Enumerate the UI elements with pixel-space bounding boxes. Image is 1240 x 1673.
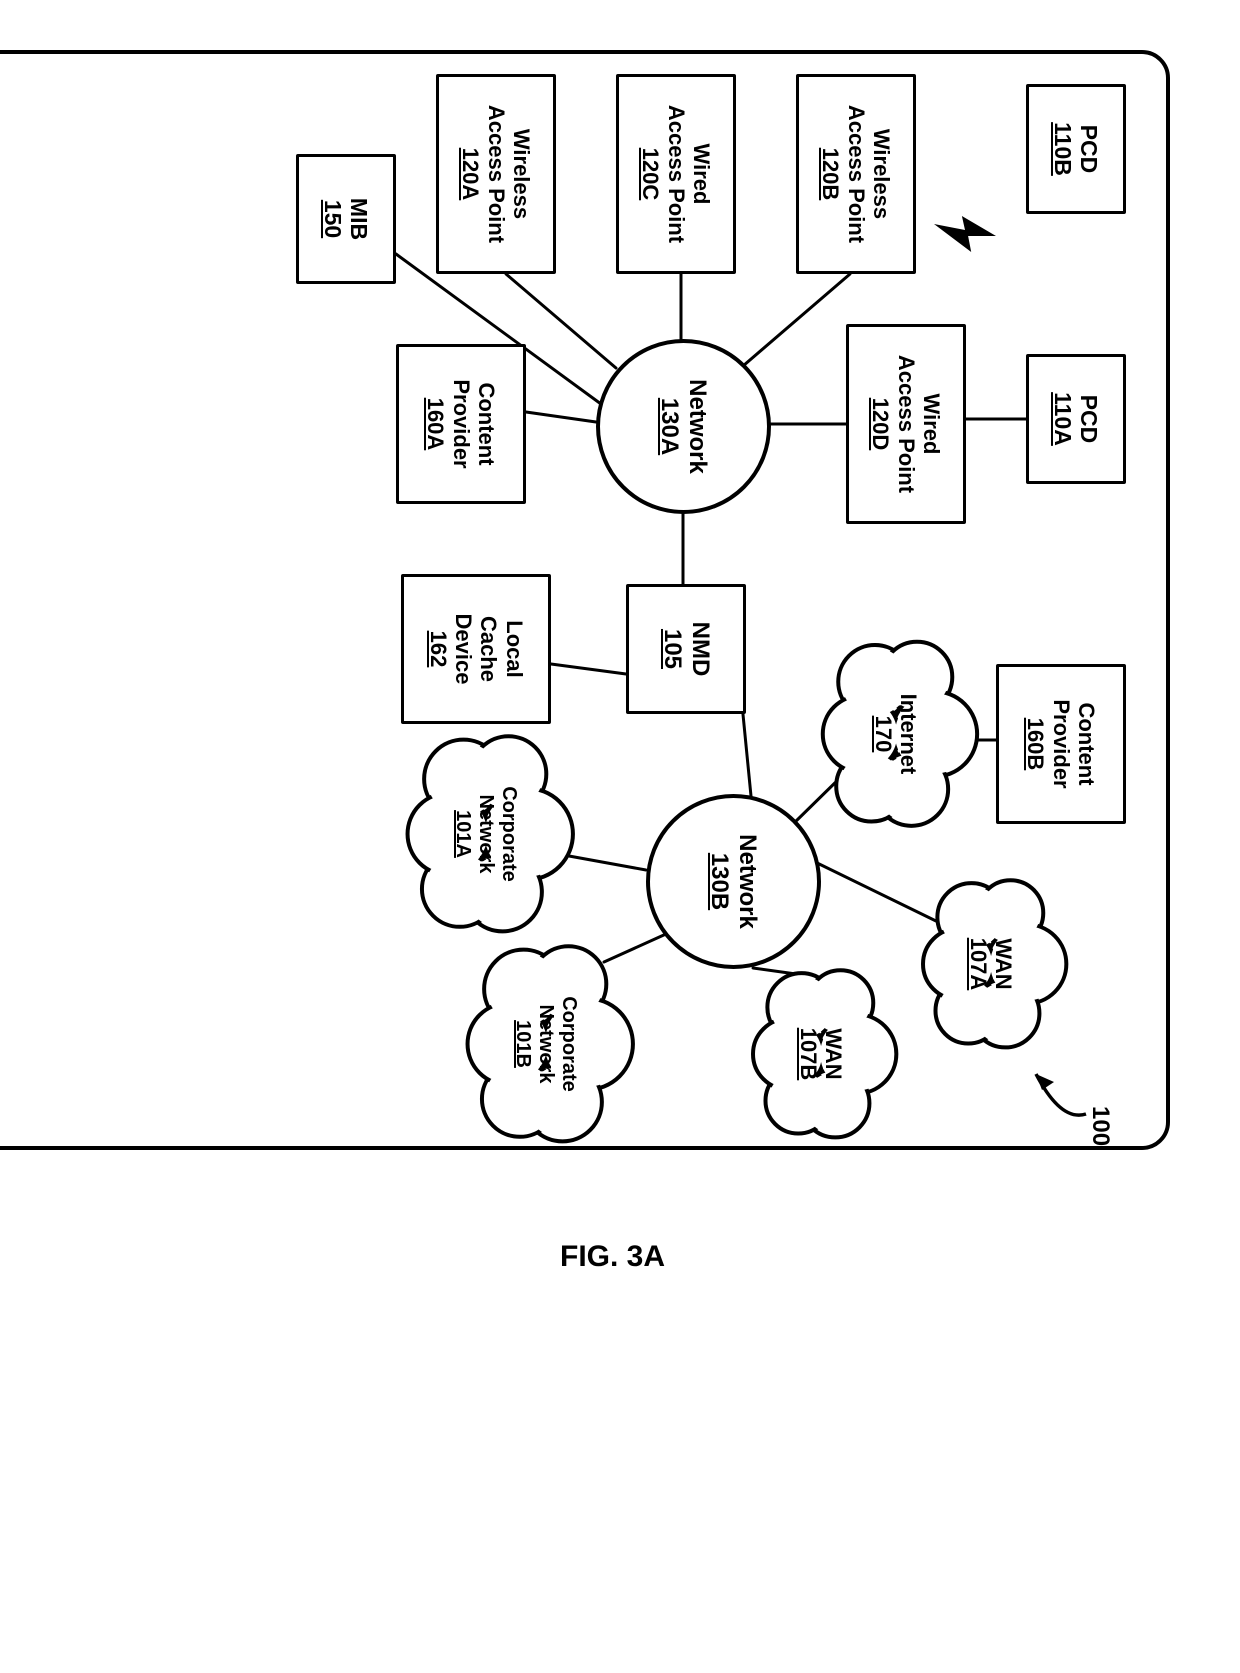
node-id: 160A [423,398,448,451]
node-label: ContentProvider [1048,699,1099,788]
node-label: PCD [1076,125,1102,174]
node-label: WirelessAccess Point [483,105,534,243]
cloud-label-corp_a: CorporateNetwork101A [411,734,561,934]
node-label: PCD [1076,395,1102,444]
node-id: 150 [320,200,346,238]
cloud-corp_a [408,736,573,931]
node-label: WiredAccess Point [893,355,944,493]
node-id: 130B [706,853,734,910]
cloud-internet [823,642,977,826]
edge [736,274,850,372]
node-wired_d: WiredAccess Point120D [846,324,966,524]
node-wap_b: WirelessAccess Point120B [796,74,916,274]
figure-ref-number: 100 [1086,1106,1114,1146]
node-label: LocalCacheDevice [451,614,527,685]
node-net_b: Network130B [646,794,821,969]
edge [791,774,844,826]
node-label: WirelessAccess Point [843,105,894,243]
node-wired_c: WiredAccess Point120C [616,74,736,274]
node-cp_a: ContentProvider160A [396,344,526,504]
node-wap_a: WirelessAccess Point120A [436,74,556,274]
node-id: 120D [868,398,893,451]
node-nmd: NMD105 [626,584,746,714]
edge [604,934,666,962]
node-label: Network [684,379,712,474]
edge [811,860,936,921]
node-net_a: Network130A [596,339,771,514]
node-id: 130A [656,398,684,455]
cloud-label-internet: Internet170 [826,639,966,829]
node-label: Network [734,834,762,929]
cloud-wan_b [753,970,896,1137]
node-id: 160B [1023,718,1048,771]
edge [551,664,626,674]
node-lcd: LocalCacheDevice162 [401,574,551,724]
node-label: MIB [346,198,372,240]
node-id: 110B [1050,122,1076,176]
edge [526,412,596,422]
node-id: 120B [818,148,843,201]
node-id: 110A [1050,392,1076,446]
clouds-layer [0,54,1166,1146]
node-mib: MIB150 [296,154,396,284]
node-label: NMD [686,622,714,677]
wireless-bolt-icon [934,214,996,254]
node-pcd_a: PCD110A [1026,354,1126,484]
cloud-label-corp_b: CorporateNetwork101B [471,944,621,1144]
node-id: 162 [425,631,450,668]
node-id: 120A [458,148,483,201]
edge [753,968,796,974]
node-label: WiredAccess Point [663,105,714,243]
cloud-label-wan_b: WAN107B [756,969,886,1139]
cloud-corp_b [468,946,633,1141]
node-label: ContentProvider [448,379,499,468]
node-id: 120C [638,148,663,201]
diagram-canvas: PCD110BPCD110AContentProvider160BWireles… [0,50,1170,1150]
cloud-label-wan_a: WAN107A [926,879,1056,1049]
figure-caption: FIG. 3A [560,1240,665,1274]
cloud-wan_a [923,880,1066,1047]
edge [558,854,646,870]
edges-layer [0,54,1166,1146]
node-cp_b: ContentProvider160B [996,664,1126,824]
node-pcd_b: PCD110B [1026,84,1126,214]
node-id: 105 [658,629,686,669]
